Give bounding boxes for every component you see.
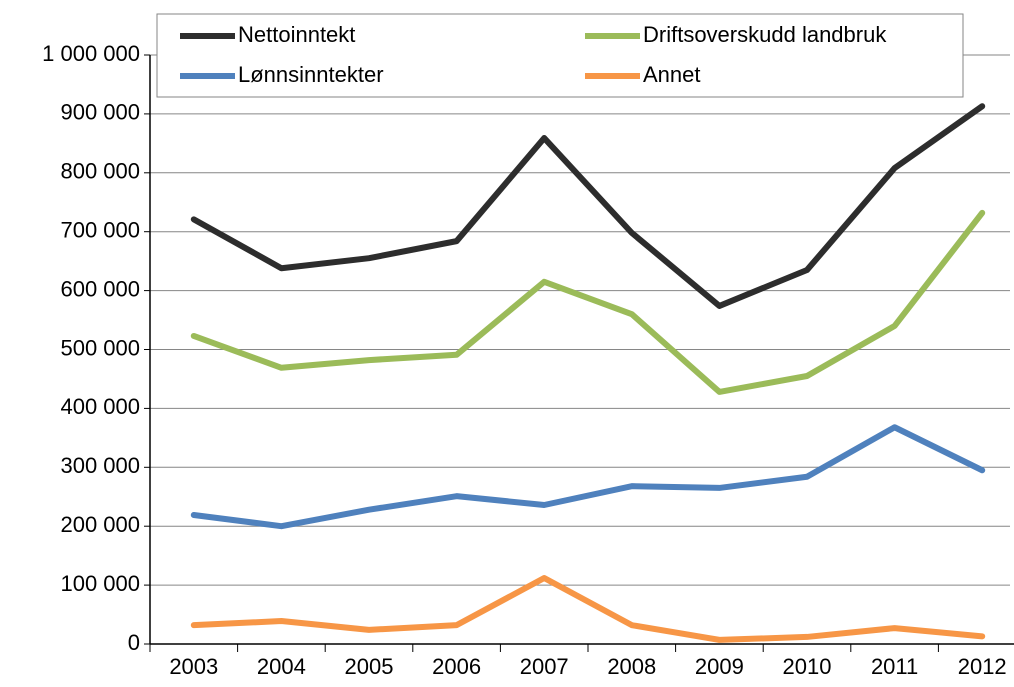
x-tick-label: 2003 xyxy=(169,654,218,679)
legend-box xyxy=(156,13,964,98)
legend-label: Annet xyxy=(643,62,701,87)
y-tick-label: 700 000 xyxy=(60,218,140,243)
y-tick-label: 600 000 xyxy=(60,276,140,301)
series-line xyxy=(190,103,986,309)
x-tick-label: 2012 xyxy=(958,654,1007,679)
legend-label: Driftsoverskudd landbruk xyxy=(643,22,887,47)
x-tick-label: 2005 xyxy=(345,654,394,679)
x-tick-label: 2009 xyxy=(695,654,744,679)
y-tick-label: 500 000 xyxy=(60,335,140,360)
y-tick-label: 200 000 xyxy=(60,512,140,537)
y-tick-label: 400 000 xyxy=(60,394,140,419)
series-line xyxy=(190,424,986,530)
plot-area: 0 100 000 200 000 300 000 400 000 500 000 600 … xyxy=(42,41,1014,679)
x-tick-label: 2011 xyxy=(871,654,918,679)
y-tick-label: 800 000 xyxy=(60,159,140,184)
y-tick-label: 300 000 xyxy=(60,453,140,478)
series-line xyxy=(190,209,986,395)
y-tick-label: 0 xyxy=(128,630,140,655)
x-tick-label: 2006 xyxy=(432,654,481,679)
x-tick-label: 2008 xyxy=(607,654,656,679)
x-tick-label: 2007 xyxy=(520,654,569,679)
x-tick-label: 2010 xyxy=(783,654,832,679)
legend-label: Nettoinntekt xyxy=(238,22,355,47)
y-tick-label: 1 000 000 xyxy=(42,41,140,66)
legend-label: Lønnsinntekter xyxy=(238,62,384,87)
y-tick-label: 100 000 xyxy=(60,571,140,596)
legend: Nettoinntekt Driftsoverskudd landbruk Lønn… xyxy=(156,13,964,98)
series-line xyxy=(190,575,986,643)
x-tick-label: 2004 xyxy=(257,654,306,679)
y-tick-label: 900 000 xyxy=(60,100,140,125)
